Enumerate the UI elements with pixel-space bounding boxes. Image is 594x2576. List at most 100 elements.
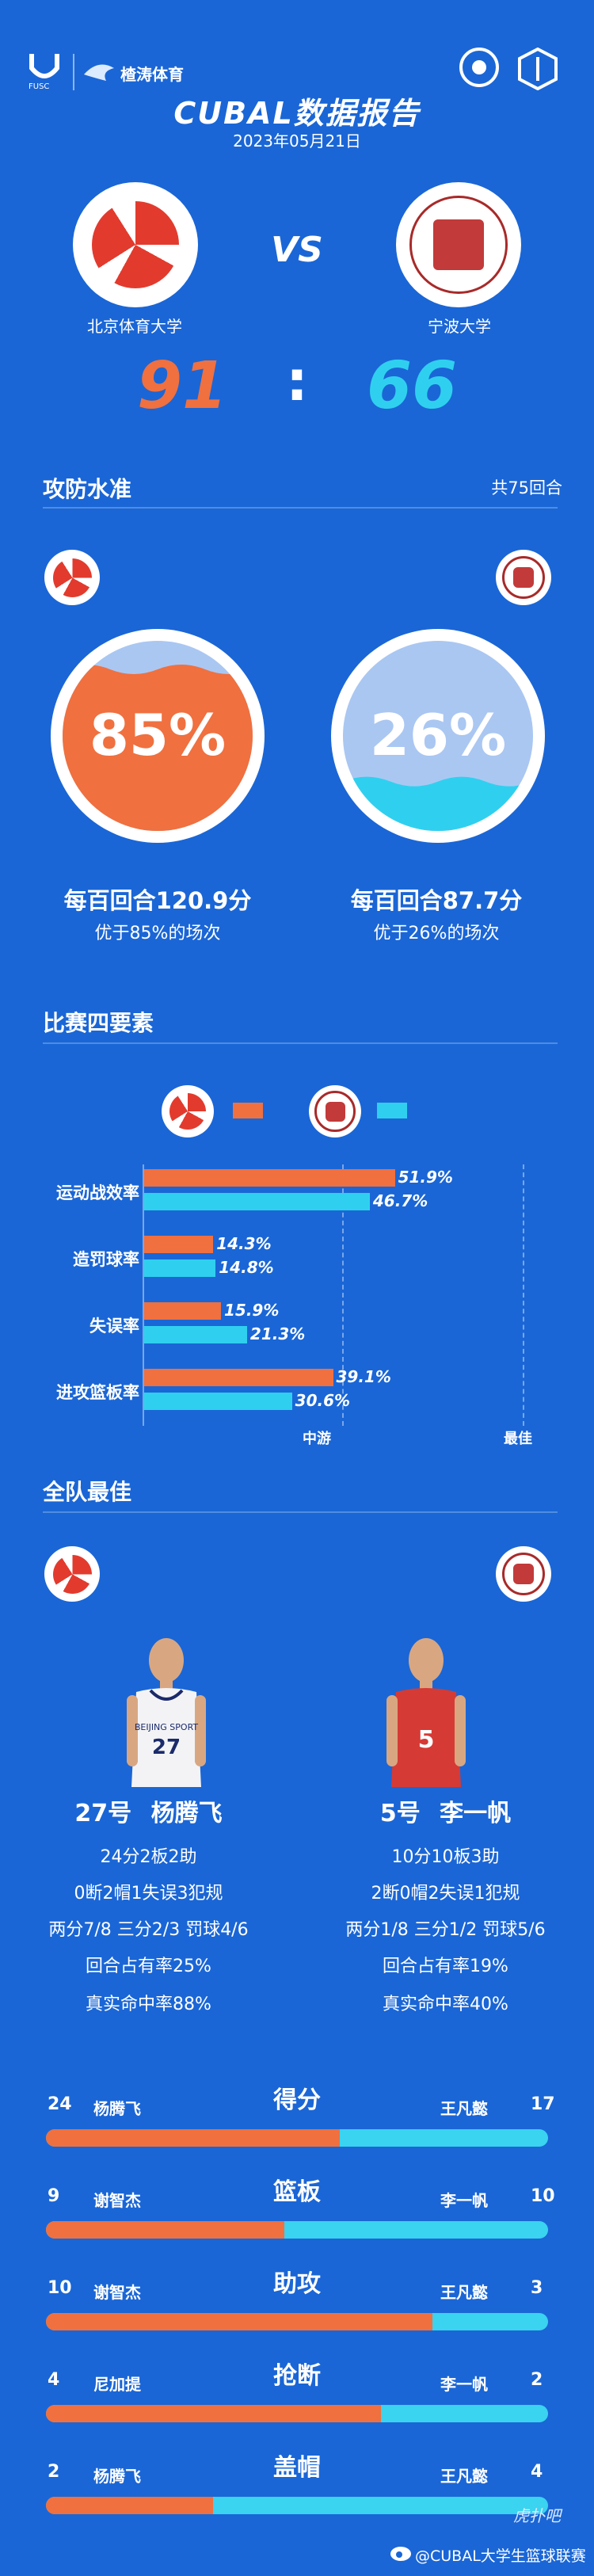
away-player-line3: 两分1/8 三分1/2 罚球5/6 <box>345 1920 546 1940</box>
away-team-logo <box>396 182 521 307</box>
leader-title: 得分 <box>273 2086 321 2114</box>
home-player-jersey-text: BEIJING SPORT <box>135 1722 199 1732</box>
away-score: 66 <box>366 349 458 424</box>
home-gauge-fill <box>63 665 253 831</box>
away-player-photo: 5 <box>379 1629 474 1787</box>
axis-mid-label: 中游 <box>303 1431 331 1447</box>
leader-home-share <box>46 2497 214 2514</box>
home-player-line5: 真实命中率88% <box>86 1995 211 2014</box>
away-small-logo <box>496 550 551 605</box>
shield-icon <box>516 47 559 91</box>
home-gauge-wave <box>63 665 253 831</box>
leader-home-name: 谢智杰 <box>93 2191 141 2210</box>
away-factor-value: 30.6% <box>295 1391 351 1410</box>
away-factor-bar <box>144 1393 292 1410</box>
away-gauge-wave <box>343 776 533 831</box>
section-divider <box>43 507 558 509</box>
home-player-header: 27号 杨腾飞 <box>0 1793 297 1828</box>
axis-best-label: 最佳 <box>504 1431 532 1447</box>
leader-home-share <box>46 2313 432 2330</box>
header-divider <box>73 54 74 90</box>
axis-best-line <box>523 1164 524 1426</box>
away-legend-swatch <box>377 1103 407 1118</box>
leader-home-value: 24 <box>48 2094 72 2114</box>
leader-compare-bar <box>46 2405 548 2422</box>
home-player-line3: 两分7/8 三分2/3 罚球4/6 <box>48 1920 249 1940</box>
leader-compare-bar <box>46 2497 548 2514</box>
away-player-header: 5号 李一帆 <box>297 1793 594 1828</box>
leader-home-share <box>46 2221 284 2239</box>
away-team-name: 宁波大学 <box>428 317 491 336</box>
home-player-photo: BEIJING SPORT 27 <box>119 1629 214 1787</box>
home-factor-value: 15.9% <box>223 1301 280 1320</box>
home-team-name: 北京体育大学 <box>87 317 182 336</box>
home-factor-value: 51.9% <box>398 1168 453 1187</box>
leader-away-value: 10 <box>531 2186 555 2206</box>
leader-compare-bar <box>46 2129 548 2147</box>
axis-mid-line <box>342 1164 344 1426</box>
away-gauge-fill <box>343 776 533 831</box>
leader-away-name: 王凡懿 <box>440 2283 488 2302</box>
leader-title: 助攻 <box>273 2270 321 2298</box>
home-factor-bar <box>144 1302 221 1320</box>
home-legend-swatch <box>233 1103 263 1118</box>
leader-home-name: 杨腾飞 <box>93 2099 141 2118</box>
leader-home-value: 2 <box>48 2462 60 2482</box>
four-factors-title: 比赛四要素 <box>43 1010 154 1036</box>
away-player-name: 李一帆 <box>440 1800 512 1827</box>
section-divider <box>43 1042 558 1044</box>
factor-label: 造罚球率 <box>73 1250 139 1269</box>
away-factor-bar <box>144 1193 370 1210</box>
leader-home-value: 4 <box>48 2370 60 2390</box>
home-factor-bar <box>144 1236 214 1253</box>
home-factor-value: 14.3% <box>216 1234 272 1253</box>
away-factor-bar <box>144 1259 216 1277</box>
fish-icon <box>84 64 114 81</box>
home-factor-bar <box>144 1369 333 1386</box>
home-legend-logo <box>162 1085 214 1137</box>
league-badge-icon <box>459 48 499 87</box>
away-player-number: 5号 <box>379 1800 421 1827</box>
team-best-title: 全队最佳 <box>43 1479 132 1505</box>
fusc-logo <box>29 52 60 82</box>
leader-title: 盖帽 <box>273 2454 321 2482</box>
away-player-jersey-number: 5 <box>418 1726 435 1754</box>
fusc-icon <box>29 54 59 78</box>
home-player-jersey-number: 27 <box>152 1736 181 1759</box>
home-efficiency-percent: 85% <box>89 702 227 768</box>
offense-defense-title: 攻防水准 <box>43 476 132 502</box>
leader-away-value: 17 <box>531 2094 555 2114</box>
away-factor-value: 21.3% <box>249 1324 306 1343</box>
away-player-line2: 2断0帽2失误1犯规 <box>371 1884 520 1903</box>
score-colon: : <box>286 349 308 413</box>
home-efficiency-gauge: 85% <box>51 629 265 843</box>
watermark: 虎扑吧 <box>513 2506 561 2525</box>
report-title: CUBAL数据报告 <box>173 96 421 131</box>
leader-title: 抢断 <box>273 2362 321 2390</box>
axis-baseline <box>143 1164 144 1426</box>
away-efficiency-percent: 26% <box>369 702 507 768</box>
sponsor-name: 楂涛体育 <box>120 65 184 84</box>
leader-home-name: 尼加提 <box>93 2375 141 2394</box>
home-team-logo <box>73 182 198 307</box>
home-factor-bar <box>144 1169 395 1187</box>
away-best-logo <box>496 1546 551 1602</box>
fusc-label: FUSC <box>29 82 50 91</box>
home-player-line1: 24分2板2助 <box>100 1847 197 1867</box>
report-date: 2023年05月21日 <box>233 131 361 151</box>
home-factor-value: 39.1% <box>336 1367 391 1386</box>
home-small-logo <box>44 550 100 605</box>
home-player-number: 27号 <box>74 1800 132 1827</box>
home-per100: 每百回合120.9分 <box>63 887 252 914</box>
leader-title: 篮板 <box>273 2178 321 2206</box>
leader-away-value: 2 <box>531 2370 543 2390</box>
leader-away-name: 李一帆 <box>440 2375 488 2394</box>
weibo-account: @CUBAL大学生篮球联赛 <box>415 2547 586 2565</box>
leader-home-share <box>46 2129 340 2147</box>
factor-label: 失误率 <box>89 1317 139 1336</box>
leader-away-value: 4 <box>531 2462 543 2482</box>
away-efficiency-gauge: 26% <box>331 629 545 843</box>
sponsor-logo <box>82 59 117 82</box>
away-factor-value: 14.8% <box>219 1258 274 1277</box>
leader-home-value: 10 <box>48 2278 72 2298</box>
